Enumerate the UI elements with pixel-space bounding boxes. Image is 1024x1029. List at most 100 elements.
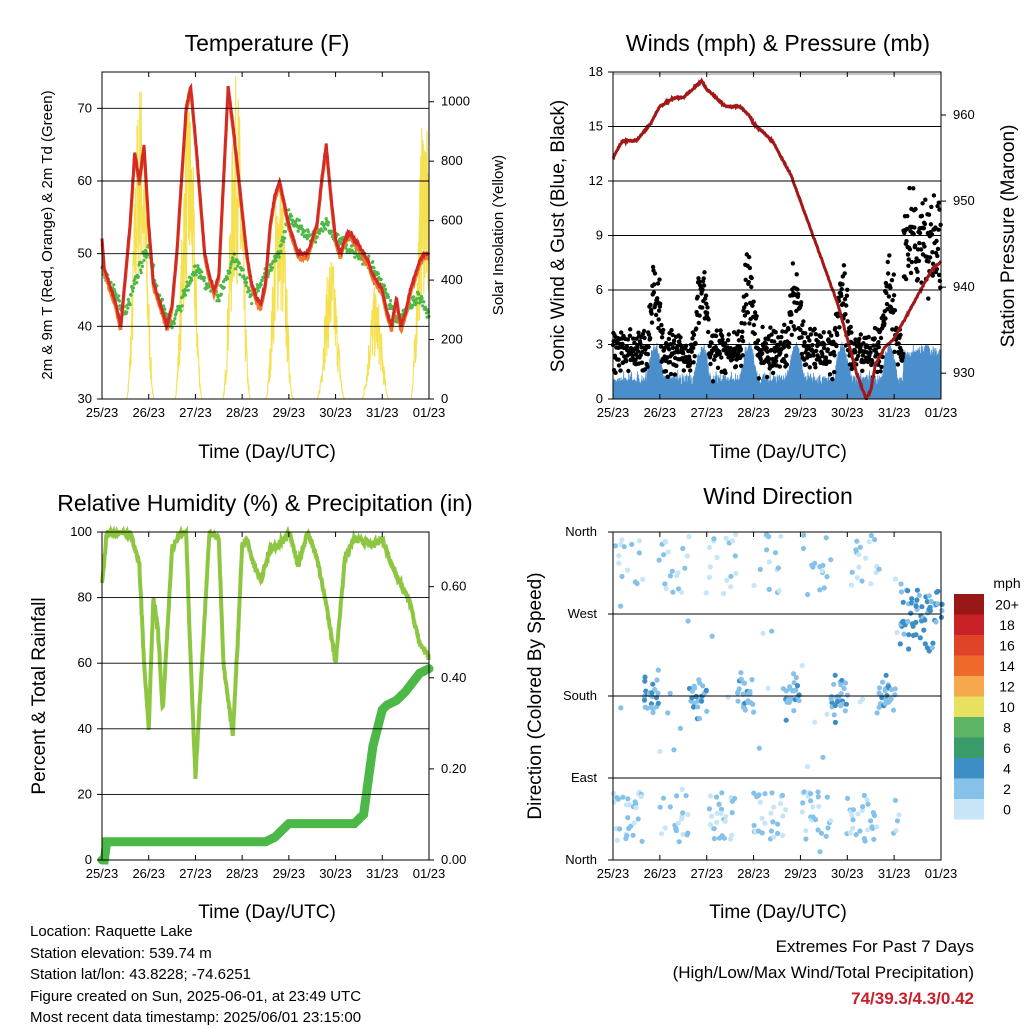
gust-point (666, 336, 672, 342)
direction-point (892, 797, 899, 804)
gust-point (904, 226, 910, 232)
gust-point (636, 330, 641, 335)
direction-point (919, 604, 925, 610)
gust-point (801, 319, 806, 324)
direction-point (898, 581, 904, 587)
direction-point (832, 719, 839, 726)
direction-point (909, 600, 915, 606)
dewpoint-point (203, 276, 207, 280)
dewpoint-point (140, 261, 144, 265)
latest-timestamp-text: Most recent data timestamp: 2025/06/01 2… (30, 1009, 362, 1026)
direction-point (709, 633, 715, 639)
dewpoint-point (179, 309, 183, 313)
direction-point (868, 581, 874, 587)
direction-point (621, 544, 627, 550)
gust-point (818, 334, 824, 340)
direction-point (618, 603, 624, 609)
direction-point (857, 828, 863, 834)
direction-point (896, 812, 902, 818)
gust-point (833, 325, 838, 331)
direction-point (815, 789, 821, 795)
gust-point (935, 203, 940, 209)
direction-point (913, 632, 919, 638)
wind-speed-band (612, 341, 942, 400)
direction-point (843, 701, 850, 707)
colorbar-swatch (954, 594, 984, 615)
direction-point (680, 831, 686, 837)
direction-point (812, 719, 818, 725)
direction-point (847, 830, 853, 836)
winds-title: Winds (mph) & Pressure (mb) (626, 30, 930, 56)
direction-point (713, 794, 720, 800)
gust-point (840, 282, 845, 287)
dewpoint-point (270, 262, 274, 266)
gust-point (892, 349, 897, 354)
dewpoint-point (386, 293, 390, 297)
gust-point (733, 364, 739, 369)
dewpoint-point (321, 229, 325, 233)
direction-point (872, 537, 878, 543)
gust-point (725, 338, 731, 343)
dewpoint-point (303, 229, 307, 233)
dewpoint-point (126, 306, 130, 310)
gust-point (906, 263, 911, 268)
gust-point (613, 370, 618, 375)
direction-point (924, 645, 931, 651)
gust-point (723, 370, 728, 376)
direction-point (775, 821, 781, 827)
gust-point (842, 297, 848, 302)
gust-point (868, 350, 873, 355)
direction-point (812, 817, 819, 823)
dewpoint-point (336, 232, 340, 237)
gust-point (935, 246, 941, 252)
latlon-text: Station lat/lon: 43.8228; -74.6251 (30, 966, 252, 983)
dewpoint-point (114, 292, 118, 296)
humidity-xtick-label: 26/23 (132, 866, 165, 881)
direction-point (868, 532, 875, 539)
gust-point (719, 355, 724, 360)
direction-point (764, 547, 770, 553)
gust-point (736, 329, 741, 334)
direction-point (721, 590, 727, 597)
direction-point (735, 698, 741, 704)
gust-point (749, 284, 754, 290)
temperature-xtick-label: 26/23 (132, 405, 165, 420)
gust-point (741, 308, 746, 313)
direction-point (820, 754, 826, 760)
gust-point (909, 259, 914, 265)
direction-point (819, 568, 825, 574)
gust-point (848, 324, 853, 330)
dewpoint-point (317, 231, 322, 235)
direction-point (704, 708, 710, 714)
gust-point (674, 363, 679, 368)
direction-point (861, 792, 867, 799)
dewpoint-point (296, 229, 300, 233)
direction-point (898, 589, 905, 595)
gust-point (691, 360, 696, 365)
direction-point (906, 646, 912, 652)
direction-xtick-label: 25/23 (597, 866, 630, 881)
direction-xtick-label: 31/23 (878, 866, 911, 881)
direction-point (760, 630, 766, 636)
dewpoint-point (376, 272, 380, 276)
dewpoint-point (260, 278, 264, 282)
gust-point (714, 328, 719, 333)
dewpoint-point (117, 299, 121, 303)
gust-point (906, 257, 911, 262)
temperature-y2tick-label: 1000 (441, 94, 470, 109)
direction-point (766, 586, 772, 593)
gust-point (812, 361, 818, 367)
direction-point (716, 801, 722, 807)
dewpoint-point (126, 297, 130, 302)
dewpoint-point (125, 310, 129, 314)
dewpoint-point (245, 276, 249, 280)
temperature-y2tick-label: 0 (441, 391, 448, 406)
gust-point (631, 336, 636, 341)
gust-point (899, 348, 904, 353)
gust-point (896, 341, 901, 346)
direction-point (756, 745, 762, 751)
dewpoint-point (228, 271, 232, 275)
direction-point (696, 677, 702, 683)
dewpoint-point (320, 220, 324, 225)
gust-point (784, 353, 789, 358)
